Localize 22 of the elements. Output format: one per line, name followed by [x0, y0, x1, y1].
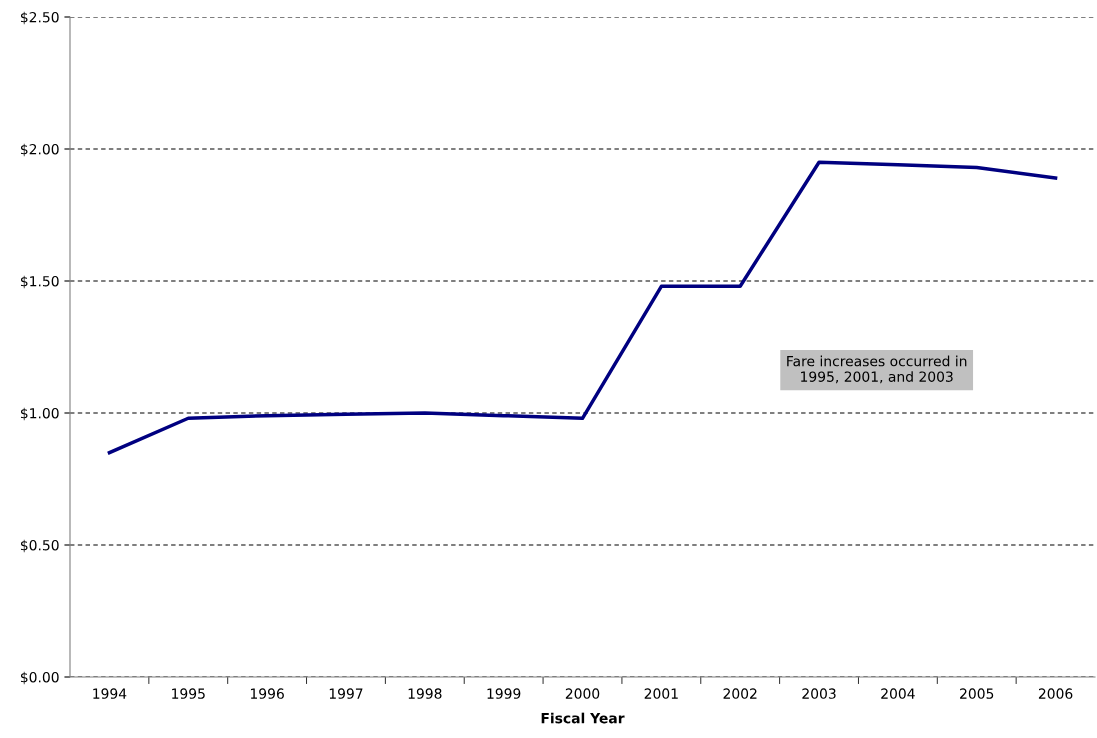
x-tick-label: 2006 [1038, 688, 1073, 699]
x-axis-title: Fiscal Year [541, 712, 625, 724]
x-tick-label: 2001 [644, 688, 678, 699]
x-tick-label: 1994 [93, 688, 127, 699]
y-tick-label: $2.00 [20, 143, 59, 157]
x-tick-label: 2002 [723, 688, 757, 699]
y-tick-label: $2.50 [20, 11, 59, 25]
x-tick-label: 2005 [960, 688, 994, 699]
x-tick-label: 1998 [408, 688, 442, 699]
x-tick-label: 2004 [881, 688, 915, 699]
x-tick-label: 1996 [250, 688, 284, 699]
y-tick-label: $0.00 [20, 671, 59, 685]
x-tick-label: 2003 [802, 688, 836, 699]
x-tick-label: 1999 [487, 688, 521, 699]
y-tick-label: $1.50 [20, 275, 59, 289]
annotation: Fare increases occurred in 1995, 2001, and 2003 [787, 355, 967, 384]
y-tick-label: $0.50 [20, 539, 59, 553]
x-tick-label: 1995 [172, 688, 205, 699]
x-tick-label: 1997 [329, 688, 363, 699]
x-tick-label: 2000 [565, 688, 600, 699]
line-series [107, 160, 1058, 455]
y-tick-label: $1.00 [20, 407, 59, 421]
